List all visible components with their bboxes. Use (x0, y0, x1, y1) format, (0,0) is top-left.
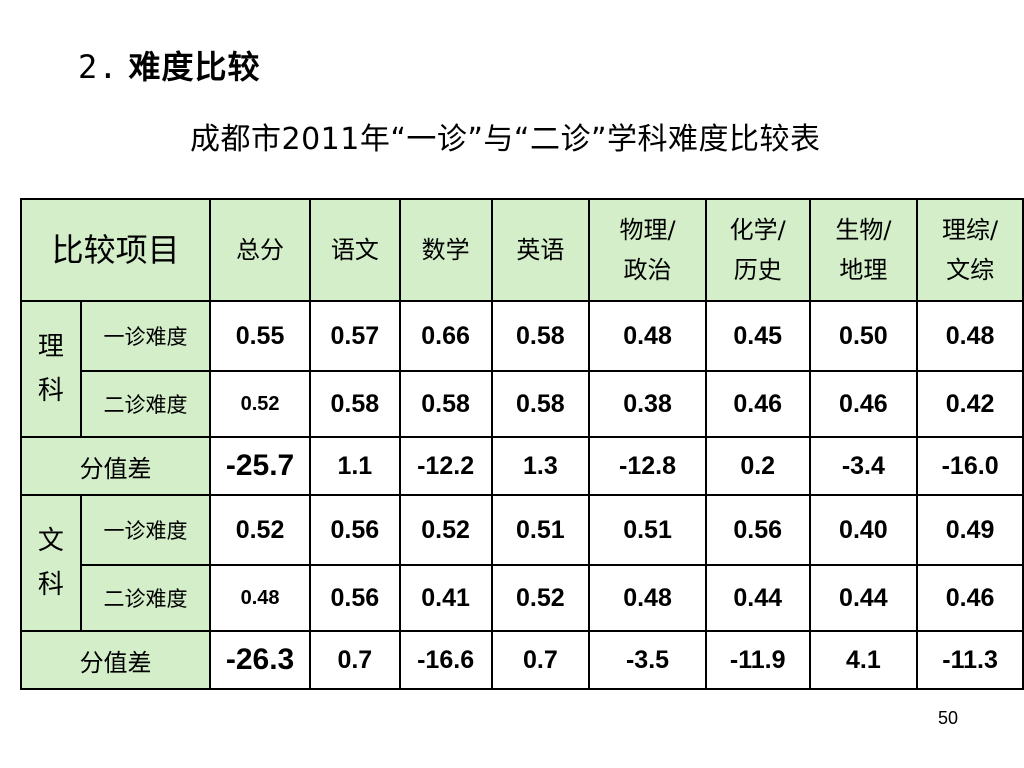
column-header: 英语 (490, 198, 591, 302)
table-cell: 0.45 (704, 300, 811, 372)
table-cell: 0.56 (704, 494, 811, 566)
diff-row-label: 分值差 (19, 630, 212, 690)
column-header-line2: 历史 (733, 256, 782, 284)
table-cell: 0.46 (808, 370, 919, 438)
column-header-line2: 文综 (946, 256, 995, 284)
table-cell: 0.58 (308, 370, 401, 438)
header-row: 比较项目 总分 语文 数学 英语 物理/政治 化学/历史 生物/地理 理综/文综 (19, 198, 1024, 302)
table-caption: 成都市2011年“一诊”与“二诊”学科难度比较表 (190, 122, 821, 157)
row-label: 二诊难度 (79, 564, 212, 632)
table-cell: 0.52 (209, 494, 311, 566)
table-cell: 0.40 (808, 494, 919, 566)
table-cell: 0.46 (916, 564, 1024, 632)
group-label-bottom: 科 (37, 376, 64, 406)
diff-cell: 1.1 (308, 436, 401, 496)
table-cell: 0.44 (808, 564, 919, 632)
table-cell: 0.48 (209, 564, 311, 632)
diff-cell: 0.7 (490, 630, 591, 690)
column-header-line1: 化学/ (729, 216, 786, 244)
table-cell: 0.66 (398, 300, 493, 372)
diff-row-label: 分值差 (19, 436, 212, 496)
column-header: 化学/历史 (704, 198, 811, 302)
row-label: 一诊难度 (79, 494, 212, 566)
diff-cell: -3.4 (808, 436, 919, 496)
column-header-line1: 理综/ (942, 216, 999, 244)
diff-cell: -26.3 (209, 630, 311, 690)
diff-cell: -11.9 (704, 630, 811, 690)
table-cell: 0.52 (398, 494, 493, 566)
diff-cell: -11.3 (916, 630, 1024, 690)
group-label-top: 理 (37, 332, 64, 362)
diff-cell: 4.1 (808, 630, 919, 690)
diff-cell: 0.7 (308, 630, 401, 690)
table-cell: 0.58 (398, 370, 493, 438)
diff-cell: 1.3 (490, 436, 591, 496)
section-title: 难度比较 (128, 48, 261, 86)
column-header-line1: 英语 (516, 236, 565, 264)
table-row: 理科一诊难度 0.55 0.57 0.66 0.58 0.48 0.45 0.50 0.48 (20, 300, 1024, 438)
table-cell: 0.56 (308, 494, 401, 566)
table-cell: 0.58 (490, 300, 591, 372)
column-header: 数学 (398, 198, 493, 302)
group-label: 理科 (20, 300, 82, 438)
table-cell: 0.57 (308, 300, 401, 372)
diff-cell: -12.8 (588, 436, 707, 496)
table-row: 文科一诊难度 0.52 0.56 0.52 0.51 0.51 0.56 0.40 0.49 (20, 494, 1024, 632)
column-header-line1: 语文 (330, 236, 379, 264)
diff-cell: -3.5 (588, 630, 707, 690)
table-cell: 0.48 (916, 300, 1024, 372)
diff-cell: -25.7 (209, 436, 311, 496)
table-cell: 0.46 (704, 370, 811, 438)
table-cell: 0.52 (490, 564, 591, 632)
row-label: 一诊难度 (79, 300, 212, 372)
table-cell: 0.48 (588, 300, 707, 372)
table-cell: 0.56 (308, 564, 401, 632)
diff-row: 分值差 -25.7 1.1 -12.2 1.3 -12.8 0.2 -3.4 -16.0 (19, 436, 1024, 496)
difficulty-comparison-table: 比较项目 总分 语文 数学 英语 物理/政治 化学/历史 生物/地理 理综/文综 理科一诊难度… (19, 198, 1024, 690)
column-header-line2: 地理 (839, 256, 888, 284)
diff-cell: 0.2 (704, 436, 811, 496)
section-heading: 2. 难度比较 (78, 42, 261, 88)
table-cell: 0.41 (398, 564, 493, 632)
table-row: 二诊难度 0.48 0.56 0.41 0.52 0.48 0.44 0.44 0.46 (21, 564, 1024, 632)
table-cell: 0.50 (808, 300, 919, 372)
table-cell: 0.48 (588, 564, 707, 632)
group-label-top: 文 (37, 526, 64, 556)
table-cell: 0.42 (916, 370, 1024, 438)
table-row: 二诊难度 0.52 0.58 0.58 0.58 0.38 0.46 0.46 0.42 (21, 370, 1024, 438)
column-header: 理综/文综 (916, 198, 1024, 302)
column-header: 物理/政治 (588, 198, 707, 302)
diff-cell: -16.0 (916, 436, 1024, 496)
header-corner: 比较项目 (19, 198, 212, 302)
table-cell: 0.38 (588, 370, 707, 438)
section-number: 2. (78, 48, 119, 86)
table-cell: 0.52 (209, 370, 311, 438)
column-header-line2: 政治 (623, 256, 672, 284)
group-label-bottom: 科 (37, 570, 64, 600)
column-header-line1: 物理/ (619, 216, 676, 244)
table-cell: 0.55 (209, 300, 311, 372)
table-cell: 0.51 (490, 494, 591, 566)
diff-cell: -16.6 (398, 630, 493, 690)
group-label: 文科 (20, 494, 82, 632)
column-header: 总分 (209, 198, 311, 302)
table-cell: 0.49 (916, 494, 1024, 566)
column-header: 生物/地理 (808, 198, 919, 302)
column-header: 语文 (308, 198, 401, 302)
diff-cell: -12.2 (398, 436, 493, 496)
table-cell: 0.44 (704, 564, 811, 632)
diff-row: 分值差 -26.3 0.7 -16.6 0.7 -3.5 -11.9 4.1 -11.3 (19, 630, 1024, 690)
table-cell: 0.51 (588, 494, 707, 566)
column-header-line1: 数学 (421, 236, 470, 264)
row-label: 二诊难度 (79, 370, 212, 438)
column-header-line1: 生物/ (835, 216, 892, 244)
page-number: 50 (938, 708, 959, 728)
table-cell: 0.58 (490, 370, 591, 438)
column-header-line1: 总分 (236, 236, 285, 264)
